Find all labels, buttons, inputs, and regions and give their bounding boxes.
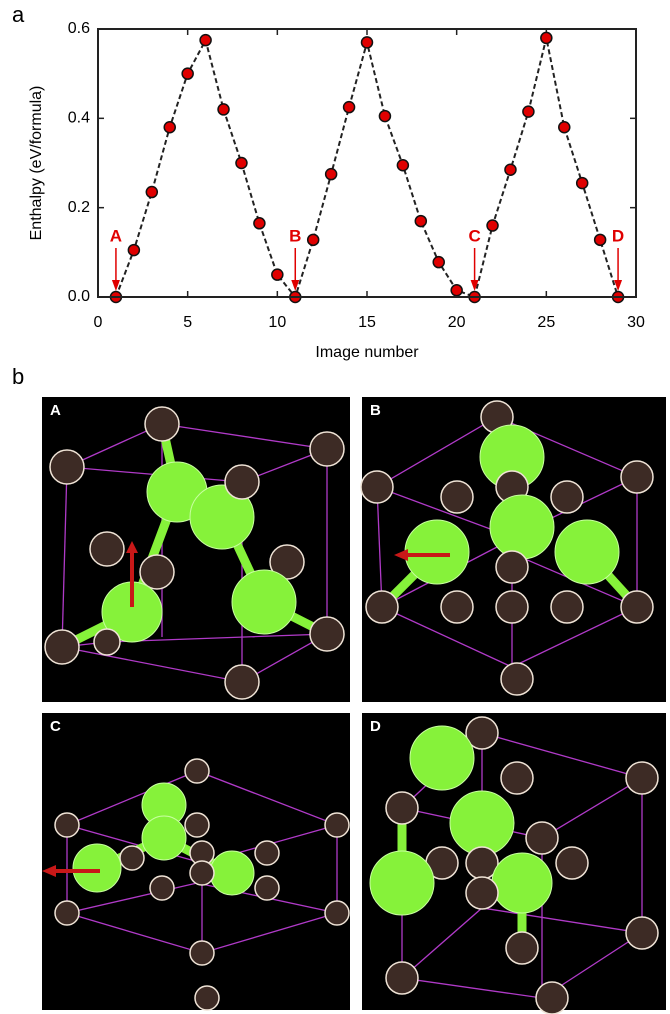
structure-label: A: [50, 402, 61, 419]
x-tick-label: 25: [537, 314, 555, 331]
data-point: [254, 218, 265, 229]
x-tick-label: 10: [268, 314, 286, 331]
data-point: [523, 106, 534, 117]
structure-label: C: [50, 718, 61, 735]
structure-panel: D: [362, 713, 666, 1014]
data-point: [595, 234, 606, 245]
annotation-label: A: [110, 226, 122, 245]
annotation-label: C: [468, 226, 480, 245]
data-point: [505, 164, 516, 175]
plot: 0.0 0.2 0.4 0.6 0 5 10 15 20 25 30 A B C D: [68, 20, 645, 331]
data-point: [236, 158, 247, 169]
data-point: [415, 216, 426, 227]
y-tick-label: 0.2: [68, 199, 90, 216]
data-point: [182, 68, 193, 79]
panel-label: a: [12, 2, 25, 27]
panel-label: b: [12, 364, 24, 389]
annotation-label: D: [612, 226, 624, 245]
data-point: [128, 245, 139, 256]
data-point: [146, 187, 157, 198]
plot-frame: [98, 29, 636, 297]
x-axis-label: Image number: [315, 344, 419, 361]
data-point: [397, 160, 408, 171]
data-point: [272, 269, 283, 280]
structure-panel: B: [361, 397, 666, 702]
y-tick-label: 0.6: [68, 20, 90, 37]
data-point: [218, 104, 229, 115]
data-point: [344, 102, 355, 113]
data-point: [164, 122, 175, 133]
annotation-label: B: [289, 226, 301, 245]
y-axis-label: Enthalpy (eV/formula): [28, 86, 45, 241]
data-point: [559, 122, 570, 133]
y-tick-label: 0.0: [68, 288, 90, 305]
data-point: [451, 285, 462, 296]
data-point: [326, 169, 337, 180]
structure-label: D: [370, 718, 381, 735]
data-point: [200, 35, 211, 46]
data-point: [362, 37, 373, 48]
x-tick-label: 5: [183, 314, 192, 331]
data-point: [433, 257, 444, 268]
data-point: [308, 234, 319, 245]
data-point: [541, 32, 552, 43]
structure-label: B: [370, 402, 381, 419]
x-tick-label: 30: [627, 314, 645, 331]
data-point: [487, 220, 498, 231]
structure-panel: C: [42, 713, 350, 1010]
figure: a b Enthalpy (eV/formula) Image number 0…: [0, 0, 670, 1014]
x-tick-label: 20: [448, 314, 466, 331]
data-point: [379, 111, 390, 122]
y-tick-label: 0.4: [68, 110, 90, 127]
structure-panel: A: [42, 397, 350, 702]
x-tick-label: 15: [358, 314, 376, 331]
x-tick-label: 0: [94, 314, 103, 331]
data-point: [577, 178, 588, 189]
